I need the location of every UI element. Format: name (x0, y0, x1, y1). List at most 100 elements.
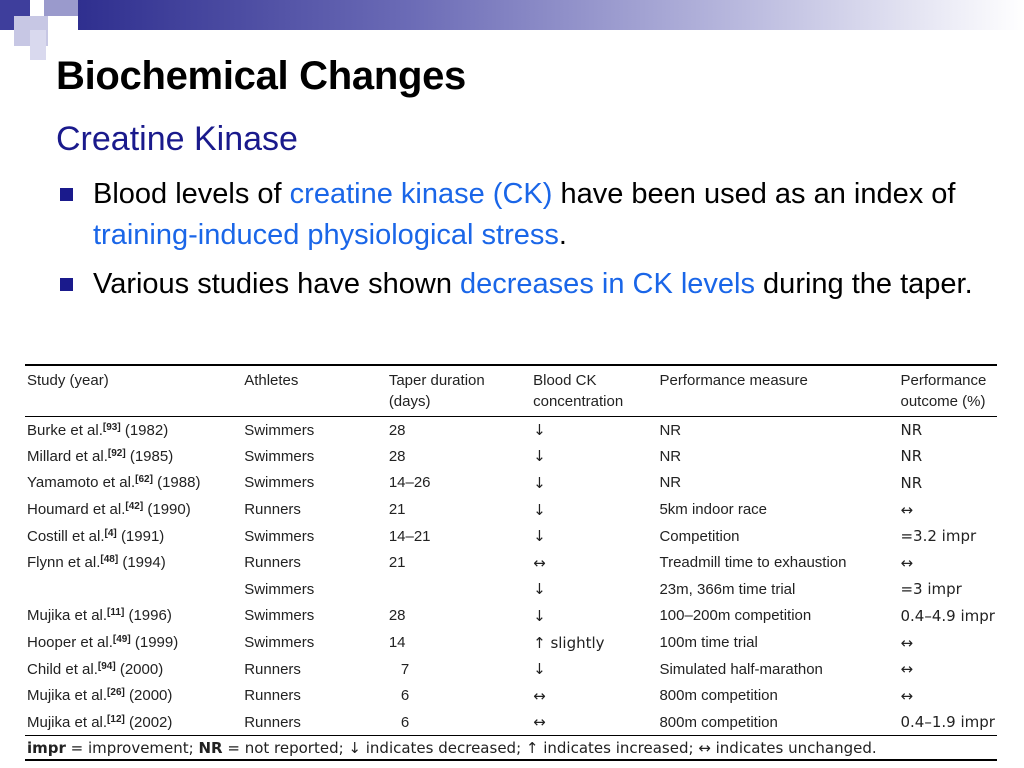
study-year: (2000) (129, 687, 173, 705)
taper-duration-cell: 21 (388, 501, 406, 519)
column-header: Athletes (242, 365, 387, 417)
table-footnote: impr = improvement; NR = not reported; ↓… (25, 736, 997, 760)
study-cell: Burke et al.[93] (1982) (25, 417, 242, 444)
performance-outcome-cell: NR (900, 473, 923, 492)
study-author: Flynn et al. (27, 554, 101, 572)
ck-concentration-cell: ↓ (533, 421, 546, 440)
column-header: Study (year) (25, 365, 242, 417)
study-cell: Costill et al.[4] (1991) (25, 523, 242, 550)
column-header-line: Blood CK (533, 372, 597, 389)
bullet-text: Various studies have shown (93, 268, 461, 300)
highlight-text: training-induced physiological stress (93, 219, 559, 251)
study-reference: [4] (104, 527, 117, 539)
study-cell (25, 576, 242, 603)
study-author: Houmard et al. (27, 501, 126, 519)
table-row: Hooper et al.[49] (1999) Swimmers 14 ↑ slig… (25, 629, 997, 656)
bullet-text: . (558, 219, 567, 251)
column-header-line: outcome (%) (900, 393, 986, 410)
footnote-abbrev: NR (198, 739, 223, 758)
study-year: (1982) (124, 421, 169, 439)
study-author: Yamamoto et al. (27, 474, 136, 492)
study-cell: Mujika et al.[12] (2002) (25, 709, 242, 736)
performance-measure-cell: 100–200m competition (659, 607, 812, 625)
ck-concentration-cell: ↓ (533, 606, 546, 625)
table-footnote-row: impr = improvement; NR = not reported; ↓… (25, 735, 997, 760)
table-row: Flynn et al.[48] (1994) Runners 21 ↔ Treadmi… (25, 549, 997, 576)
study-cell: Houmard et al.[42] (1990) (25, 496, 242, 523)
study-cell: Flynn et al.[48] (1994) (25, 549, 242, 576)
athletes-cell: Swimmers (244, 474, 315, 492)
ck-concentration-cell: ↓ (533, 473, 546, 492)
bullet-item: Various studies have shown decreases in … (56, 264, 986, 305)
athletes-cell: Swimmers (244, 527, 315, 545)
study-reference: [12] (107, 713, 125, 725)
study-year: (1994) (122, 554, 166, 572)
performance-outcome-cell: =3.2 impr (900, 527, 977, 546)
athletes-cell: Runners (244, 687, 301, 705)
table-row: Swimmers ↓ 23m, 366m time trial =3 impr (25, 576, 997, 603)
column-header-line: concentration (533, 393, 624, 410)
taper-ck-table: Study (year) Athletes Taper duration (days)… (25, 364, 997, 761)
bullet-text: have been used as an index of (552, 178, 956, 210)
table-row: Yamamoto et al.[62] (1988) Swimmers 14–26 ↓… (25, 470, 997, 497)
athletes-cell: Swimmers (244, 634, 315, 652)
performance-measure-cell: 800m competition (659, 687, 778, 705)
column-header: Taper duration (days) (387, 365, 531, 417)
slide-subtitle: Creatine Kinase (56, 120, 298, 158)
study-reference: [49] (112, 634, 131, 646)
athletes-cell: Runners (244, 554, 301, 572)
athletes-cell: Runners (244, 713, 301, 731)
study-cell: Mujika et al.[26] (2000) (25, 682, 242, 709)
study-cell: Yamamoto et al.[62] (1988) (25, 470, 242, 497)
study-year: (1996) (128, 607, 172, 625)
table-row: Millard et al.[92] (1985) Swimmers 28 ↓ NR NR (25, 443, 997, 470)
taper-duration-cell: 28 (388, 421, 406, 439)
study-year: (1991) (120, 527, 165, 545)
ck-concentration-cell: ↔ (533, 553, 546, 572)
slide-title: Biochemical Changes (56, 54, 466, 98)
performance-measure-cell: NR (659, 421, 682, 439)
performance-measure-cell: NR (659, 474, 682, 492)
decor-square-mid (44, 0, 78, 16)
study-year: (2002) (129, 713, 173, 731)
column-header: Blood CK concentration (531, 365, 657, 417)
table-row: Mujika et al.[11] (1996) Swimmers 28 ↓ 100–2… (25, 603, 997, 630)
ck-concentration-cell: ↓ (533, 500, 546, 519)
column-header-line: Athletes (244, 372, 299, 389)
study-author: Hooper et al. (27, 634, 113, 652)
taper-duration-cell: 14 (388, 634, 406, 652)
column-header: Performance outcome (%) (898, 365, 997, 417)
performance-measure-cell: Treadmill time to exhaustion (659, 554, 847, 572)
performance-measure-cell: 23m, 366m time trial (659, 580, 796, 598)
table-row: Mujika et al.[12] (2002) Runners 6 ↔ 800m co… (25, 709, 997, 736)
study-author: Child et al. (27, 660, 98, 678)
study-author: Burke et al. (27, 421, 103, 439)
ck-concentration-cell: ↑ slightly (533, 633, 605, 652)
performance-outcome-cell: ↔ (900, 633, 914, 652)
table-row: Mujika et al.[26] (2000) Runners 6 ↔ 800m co… (25, 682, 997, 709)
performance-measure-cell: 100m time trial (659, 634, 758, 652)
athletes-cell: Swimmers (244, 421, 315, 439)
performance-measure-cell: 800m competition (659, 713, 778, 731)
study-author: Millard et al. (27, 447, 108, 465)
ck-concentration-cell: ↔ (533, 686, 546, 705)
decor-gradient-bar (78, 0, 1024, 30)
footnote-abbrev: impr (27, 739, 66, 758)
taper-duration-cell: 6 (400, 687, 410, 705)
column-header-line: (days) (388, 393, 431, 410)
athletes-cell: Swimmers (244, 447, 315, 465)
footnote-text: = improvement; (65, 739, 199, 758)
bullet-square-icon (60, 278, 73, 291)
highlight-text: decreases in CK levels (460, 268, 755, 300)
study-author: Costill et al. (27, 527, 105, 545)
study-reference: [26] (107, 687, 125, 699)
study-reference: [92] (107, 447, 126, 459)
taper-duration-cell: 28 (388, 447, 406, 465)
performance-outcome-cell: =3 impr (900, 580, 962, 599)
bullet-item: Blood levels of creatine kinase (CK) hav… (56, 174, 986, 256)
study-cell: Mujika et al.[11] (1996) (25, 603, 242, 630)
athletes-cell: Swimmers (244, 607, 315, 625)
bullet-text: Blood levels of (93, 178, 290, 210)
ck-concentration-cell: ↓ (533, 660, 546, 679)
study-year: (1985) (129, 447, 174, 465)
